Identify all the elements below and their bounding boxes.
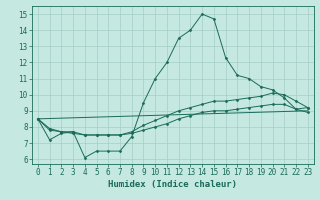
X-axis label: Humidex (Indice chaleur): Humidex (Indice chaleur) — [108, 180, 237, 189]
